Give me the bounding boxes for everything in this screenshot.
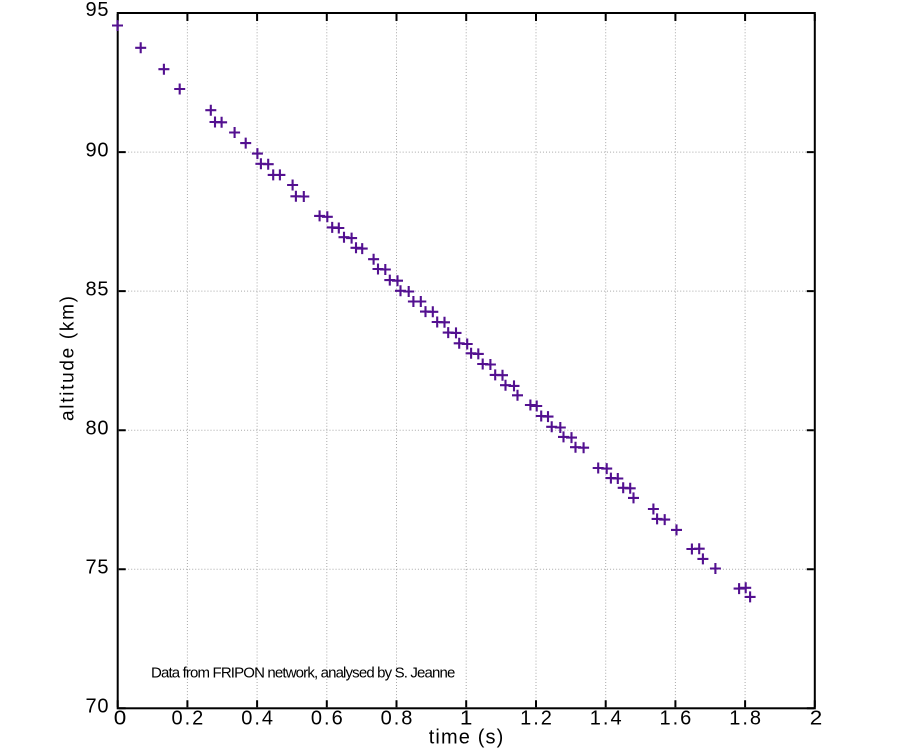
svg-text:0.8: 0.8: [381, 708, 413, 730]
svg-text:2: 2: [810, 708, 823, 730]
svg-text:70: 70: [86, 696, 109, 718]
svg-text:90: 90: [86, 139, 109, 161]
svg-text:95: 95: [86, 0, 109, 21]
svg-text:altitude (km): altitude (km): [58, 296, 79, 421]
svg-text:time (s): time (s): [429, 726, 504, 748]
svg-text:1.8: 1.8: [729, 708, 761, 730]
svg-text:1.4: 1.4: [590, 708, 622, 730]
svg-text:0.2: 0.2: [172, 708, 204, 730]
svg-text:80: 80: [86, 418, 109, 440]
svg-text:1.6: 1.6: [660, 708, 692, 730]
svg-text:1.2: 1.2: [520, 708, 552, 730]
svg-text:1: 1: [460, 708, 473, 730]
svg-text:0: 0: [114, 708, 127, 730]
svg-text:75: 75: [86, 557, 109, 579]
svg-text:Data from FRIPON network, anal: Data from FRIPON network, analysed by S.…: [151, 665, 455, 682]
svg-text:0.6: 0.6: [311, 708, 343, 730]
svg-text:85: 85: [86, 278, 109, 300]
svg-text:0.4: 0.4: [241, 708, 273, 730]
